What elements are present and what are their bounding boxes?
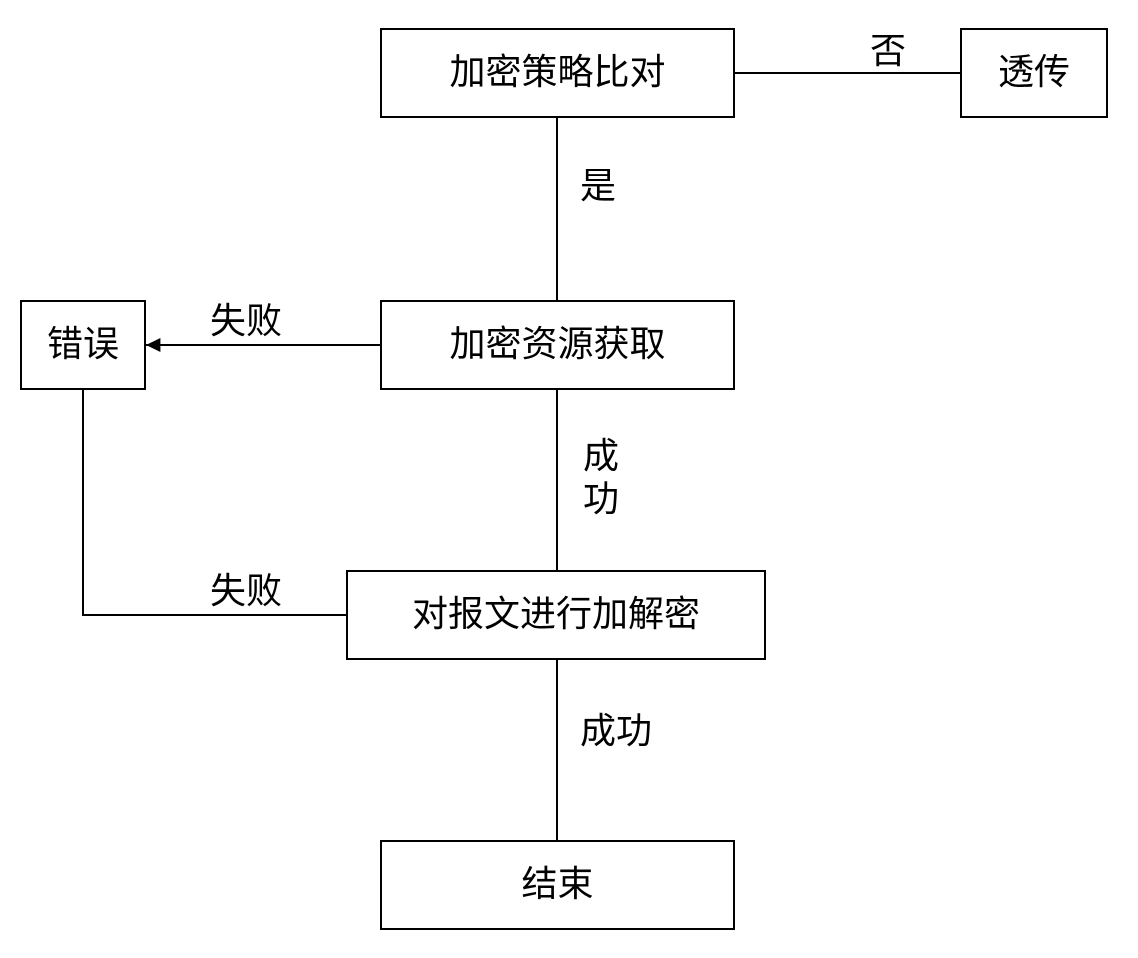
edge-n5-n6	[0, 0, 1138, 958]
edge-label-n1-n3: 是	[580, 165, 616, 208]
edge-n3-n5	[0, 0, 1138, 958]
node-n4: 错误	[20, 300, 146, 390]
edge-n1-n2	[0, 0, 1138, 958]
edge-n5-n4	[0, 0, 1138, 958]
edge-label-n5-n6: 成功	[580, 710, 652, 753]
edge-n1-n3	[0, 0, 1138, 958]
edge-label-n5-n4: 失败	[210, 570, 282, 613]
node-n1: 加密策略比对	[380, 28, 735, 118]
node-n5: 对报文进行加解密	[346, 570, 766, 660]
edge-n3-n4	[0, 0, 1138, 958]
flowchart-canvas: 加密策略比对透传加密资源获取错误对报文进行加解密结束否是失败成功失败成功	[0, 0, 1138, 958]
edge-label-n3-n5: 成功	[580, 435, 622, 521]
node-n2: 透传	[960, 28, 1108, 118]
edge-label-n3-n4: 失败	[210, 300, 282, 343]
node-n6: 结束	[380, 840, 735, 930]
edge-label-n1-n2: 否	[870, 30, 906, 73]
node-n3: 加密资源获取	[380, 300, 735, 390]
